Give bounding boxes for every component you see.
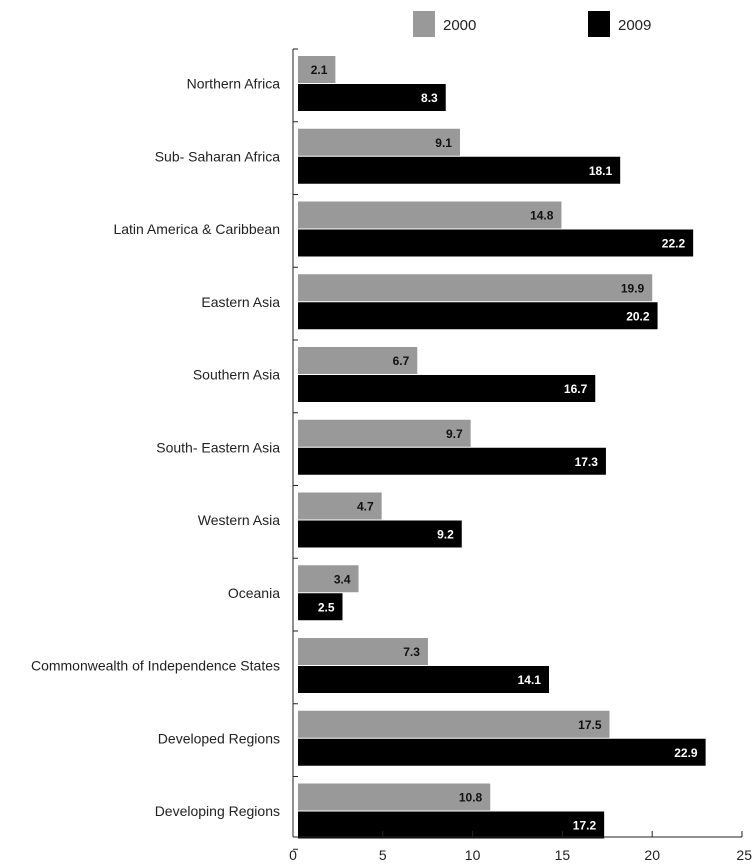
legend-label-2009: 2009 (618, 17, 651, 34)
x-tick-label: 5 (379, 847, 387, 863)
category-label: Northern Africa (187, 76, 281, 92)
data-label-2000: 3.4 (334, 572, 351, 586)
data-label-2009: 20.2 (626, 309, 650, 323)
category-label: South- Eastern Asia (156, 439, 280, 455)
x-tick-label: 25 (736, 847, 752, 863)
data-label-2000: 4.7 (357, 500, 374, 514)
data-label-2000: 19.9 (621, 281, 645, 295)
category-label: Oceania (228, 585, 280, 601)
bar-2009 (298, 811, 605, 839)
x-tick-label: 0 (289, 847, 297, 863)
bar-2000 (298, 419, 471, 447)
data-label-2009: 16.7 (564, 382, 588, 396)
axes: 0 5 10 15 20 25 (289, 48, 752, 863)
category-label: Sub- Saharan Africa (155, 148, 281, 164)
x-tick-label: 15 (555, 847, 571, 863)
category-label: Developed Regions (158, 730, 280, 746)
bar-2000 (298, 347, 418, 374)
data-label-2009: 14.1 (518, 673, 542, 687)
bar-2000 (298, 783, 491, 811)
bar-2009 (298, 738, 706, 766)
data-label-2000: 17.5 (578, 718, 602, 732)
bar-2000 (298, 201, 562, 229)
bar-2009 (298, 302, 658, 330)
data-label-2009: 22.2 (662, 237, 686, 251)
bar-2009 (298, 520, 462, 548)
category-labels: Northern Africa Sub- Saharan Africa Latin … (31, 76, 280, 820)
legend-swatch-2009 (588, 11, 610, 37)
data-label-2000: 10.8 (459, 791, 483, 805)
category-label: Western Asia (198, 512, 280, 528)
value-labels: 2.1 8.3 9.1 18.1 14.8 22.2 19.9 20.2 6.7 16.7 9.7 1… (311, 63, 698, 833)
category-label: Latin America & Caribbean (113, 221, 280, 237)
bar-2000 (298, 565, 359, 593)
bar-2009 (298, 375, 596, 402)
bar-2009 (298, 666, 549, 693)
data-label-2000: 9.1 (435, 136, 452, 150)
bar-2009 (298, 156, 621, 184)
data-label-2009: 22.9 (674, 746, 698, 760)
x-tick-label: 10 (465, 847, 481, 863)
bar-2009 (298, 84, 446, 111)
bar-2000 (298, 638, 428, 665)
bar-2009 (298, 447, 606, 475)
legend-swatch-2000 (413, 11, 435, 37)
data-label-2000: 14.8 (530, 209, 554, 223)
bars (298, 56, 706, 839)
data-label-2009: 18.1 (589, 164, 613, 178)
data-label-2009: 9.2 (437, 528, 454, 542)
legend: 2000 2009 (413, 11, 651, 37)
bar-2000 (298, 128, 460, 156)
data-label-2000: 7.3 (403, 645, 420, 659)
data-label-2009: 17.3 (575, 455, 599, 469)
category-label: Southern Asia (193, 367, 280, 383)
data-label-2000: 9.7 (446, 427, 463, 441)
bar-2000 (298, 492, 382, 520)
bar-2000 (298, 274, 653, 302)
data-label-2009: 2.5 (318, 600, 335, 614)
category-label: Eastern Asia (201, 294, 280, 310)
data-label-2009: 8.3 (421, 91, 438, 105)
bar-2000 (298, 56, 336, 83)
bar-2000 (298, 710, 610, 738)
category-label: Commonwealth of Independence States (31, 658, 280, 674)
legend-label-2000: 2000 (443, 17, 476, 34)
category-label: Developing Regions (155, 803, 280, 819)
bar-2009 (298, 593, 343, 621)
data-label-2009: 17.2 (573, 819, 597, 833)
data-label-2000: 6.7 (393, 354, 410, 368)
data-label-2000: 2.1 (311, 63, 328, 77)
bar-2009 (298, 229, 694, 257)
x-tick-label: 20 (644, 847, 660, 863)
